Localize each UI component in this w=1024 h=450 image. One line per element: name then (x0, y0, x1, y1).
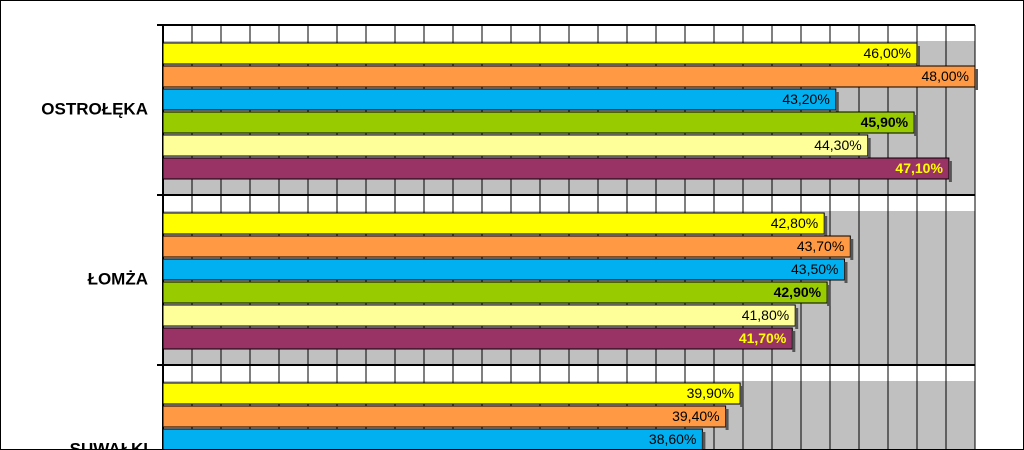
value-label: 46,00% (864, 45, 911, 61)
bar (162, 405, 727, 428)
bar-shadow (948, 161, 952, 182)
bar (162, 111, 915, 134)
bar (162, 157, 950, 180)
bar-shadow (795, 308, 799, 329)
bar (162, 304, 796, 327)
bar (162, 88, 837, 111)
value-label: 45,90% (861, 114, 909, 130)
bar-shadow (725, 409, 729, 430)
bar-shadow (824, 216, 828, 237)
value-label: 48,00% (922, 68, 969, 84)
bar-shadow (917, 46, 920, 67)
bar (162, 235, 851, 258)
bar (162, 134, 869, 157)
value-label: 42,90% (774, 284, 822, 300)
bar-shadow (850, 239, 854, 260)
value-label: 41,80% (742, 307, 789, 323)
bar-shadow (792, 331, 796, 352)
bar-shadow (844, 262, 848, 283)
bar-shadow (827, 285, 831, 306)
bar (162, 281, 828, 304)
bar (162, 327, 793, 350)
category-label: ŁOMŻA (88, 269, 148, 288)
value-label: 39,90% (687, 385, 734, 401)
value-label: 43,70% (797, 238, 844, 254)
value-label: 44,30% (814, 137, 861, 153)
bar-shadow (867, 138, 871, 159)
bar-shadow (835, 92, 839, 113)
bar (162, 382, 741, 405)
bar (162, 258, 845, 281)
bar-shadow (975, 69, 978, 90)
bar (162, 42, 918, 65)
bar (162, 428, 703, 450)
bar (162, 65, 976, 88)
value-label: 47,10% (895, 160, 943, 176)
bar-shadow (740, 386, 744, 407)
category-label: OSTROŁĘKA (41, 99, 148, 118)
bar (162, 212, 825, 235)
value-label: 43,50% (791, 261, 838, 277)
value-label: 41,70% (739, 330, 787, 346)
category-label: SUWAŁKI (70, 439, 148, 450)
bar-shadow (702, 432, 706, 450)
value-label: 39,40% (672, 408, 719, 424)
value-label: 38,60% (649, 431, 696, 447)
value-label: 42,80% (771, 215, 818, 231)
value-label: 43,20% (782, 91, 829, 107)
bar-shadow (914, 115, 918, 136)
